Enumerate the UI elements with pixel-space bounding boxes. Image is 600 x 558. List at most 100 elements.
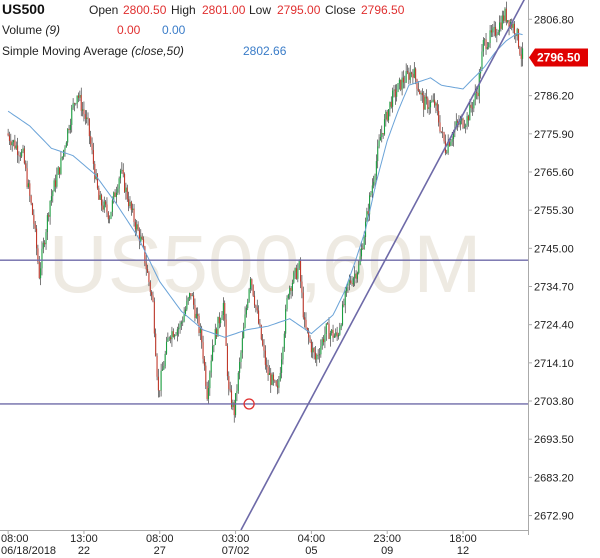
candle	[114, 189, 116, 198]
y-tick-label: 2775.90	[534, 129, 574, 141]
candle	[394, 84, 396, 105]
candle	[282, 346, 284, 365]
candle-body	[163, 366, 165, 370]
candle-body	[82, 109, 84, 111]
candle-body	[105, 201, 107, 205]
x-tick-time: 23:00	[373, 533, 401, 545]
low-label: Low	[249, 3, 271, 17]
candle-body	[213, 345, 215, 347]
candle	[398, 77, 400, 90]
candle-body	[199, 328, 201, 333]
candle-body	[103, 201, 105, 210]
candle	[438, 104, 440, 127]
candle	[156, 353, 158, 381]
candle-body	[207, 388, 210, 399]
candle-body	[18, 154, 20, 156]
candle-body	[130, 201, 132, 210]
candle-body	[378, 140, 380, 147]
candle-body	[205, 365, 207, 386]
candle-body	[157, 376, 159, 391]
candle	[110, 211, 112, 220]
candle	[347, 282, 349, 293]
candle-body	[188, 293, 191, 298]
candle	[412, 69, 414, 85]
candle	[466, 112, 468, 130]
candle	[517, 28, 520, 49]
volume-value-2: 0.00	[162, 23, 186, 37]
candle	[318, 347, 321, 363]
candle	[492, 24, 494, 37]
candle	[213, 344, 215, 353]
candle	[382, 133, 384, 139]
candle-body	[21, 151, 23, 157]
candle	[109, 215, 111, 224]
candle-body	[225, 319, 227, 346]
candle	[401, 71, 403, 96]
candle	[378, 134, 380, 149]
candle-body	[226, 345, 228, 377]
candle-body	[159, 390, 161, 391]
candle-body	[424, 96, 426, 110]
candle-body	[306, 327, 308, 331]
candle	[118, 176, 120, 195]
candle-body	[102, 205, 104, 210]
candle	[92, 142, 94, 170]
candle-body	[245, 308, 247, 315]
candle	[174, 333, 176, 340]
candle-body	[367, 211, 369, 215]
candle-body	[236, 390, 238, 394]
candle	[358, 260, 360, 275]
current-price-value: 2796.50	[537, 50, 581, 64]
candle	[99, 190, 101, 201]
candle-body	[271, 374, 273, 385]
candle-body	[377, 146, 379, 162]
volume-label-text: Volume	[2, 23, 45, 37]
candle	[519, 45, 521, 56]
candle-body	[244, 314, 246, 328]
y-tick-label: 2703.80	[534, 396, 574, 408]
candle	[373, 175, 375, 189]
candle	[427, 96, 429, 114]
candle-body	[214, 329, 216, 346]
candle	[222, 297, 224, 321]
candle	[312, 341, 314, 359]
candle	[103, 196, 105, 213]
candle-body	[137, 224, 139, 231]
candle-body	[332, 329, 334, 338]
candle	[91, 137, 93, 155]
candle	[26, 160, 28, 189]
candle	[293, 270, 295, 285]
candle	[482, 37, 484, 57]
candle-body	[228, 376, 230, 390]
candle	[37, 244, 39, 265]
candle	[153, 297, 155, 338]
candle-body	[247, 301, 249, 309]
candle-body	[121, 169, 123, 171]
candle-body	[80, 94, 82, 111]
candle	[237, 371, 239, 394]
candle-body	[59, 167, 61, 174]
candle-body	[206, 385, 208, 399]
candle	[375, 154, 377, 181]
candle-body	[165, 341, 168, 354]
x-tick-time: 04:00	[298, 533, 326, 545]
candle-body	[15, 145, 17, 149]
candle	[343, 298, 345, 308]
candle	[287, 293, 289, 300]
candle	[435, 101, 437, 114]
candle-body	[218, 316, 220, 324]
candle-body	[295, 268, 298, 279]
candle-body	[490, 30, 492, 33]
candle	[405, 63, 407, 84]
candle-body	[164, 353, 166, 367]
candle-body	[351, 282, 353, 285]
candle-body	[83, 109, 85, 115]
candle-body	[115, 192, 117, 197]
candle	[308, 327, 310, 345]
candle	[75, 102, 77, 106]
candle-body	[389, 101, 391, 110]
candle	[332, 324, 334, 343]
candle-body	[69, 124, 71, 130]
candle-body	[348, 280, 350, 283]
